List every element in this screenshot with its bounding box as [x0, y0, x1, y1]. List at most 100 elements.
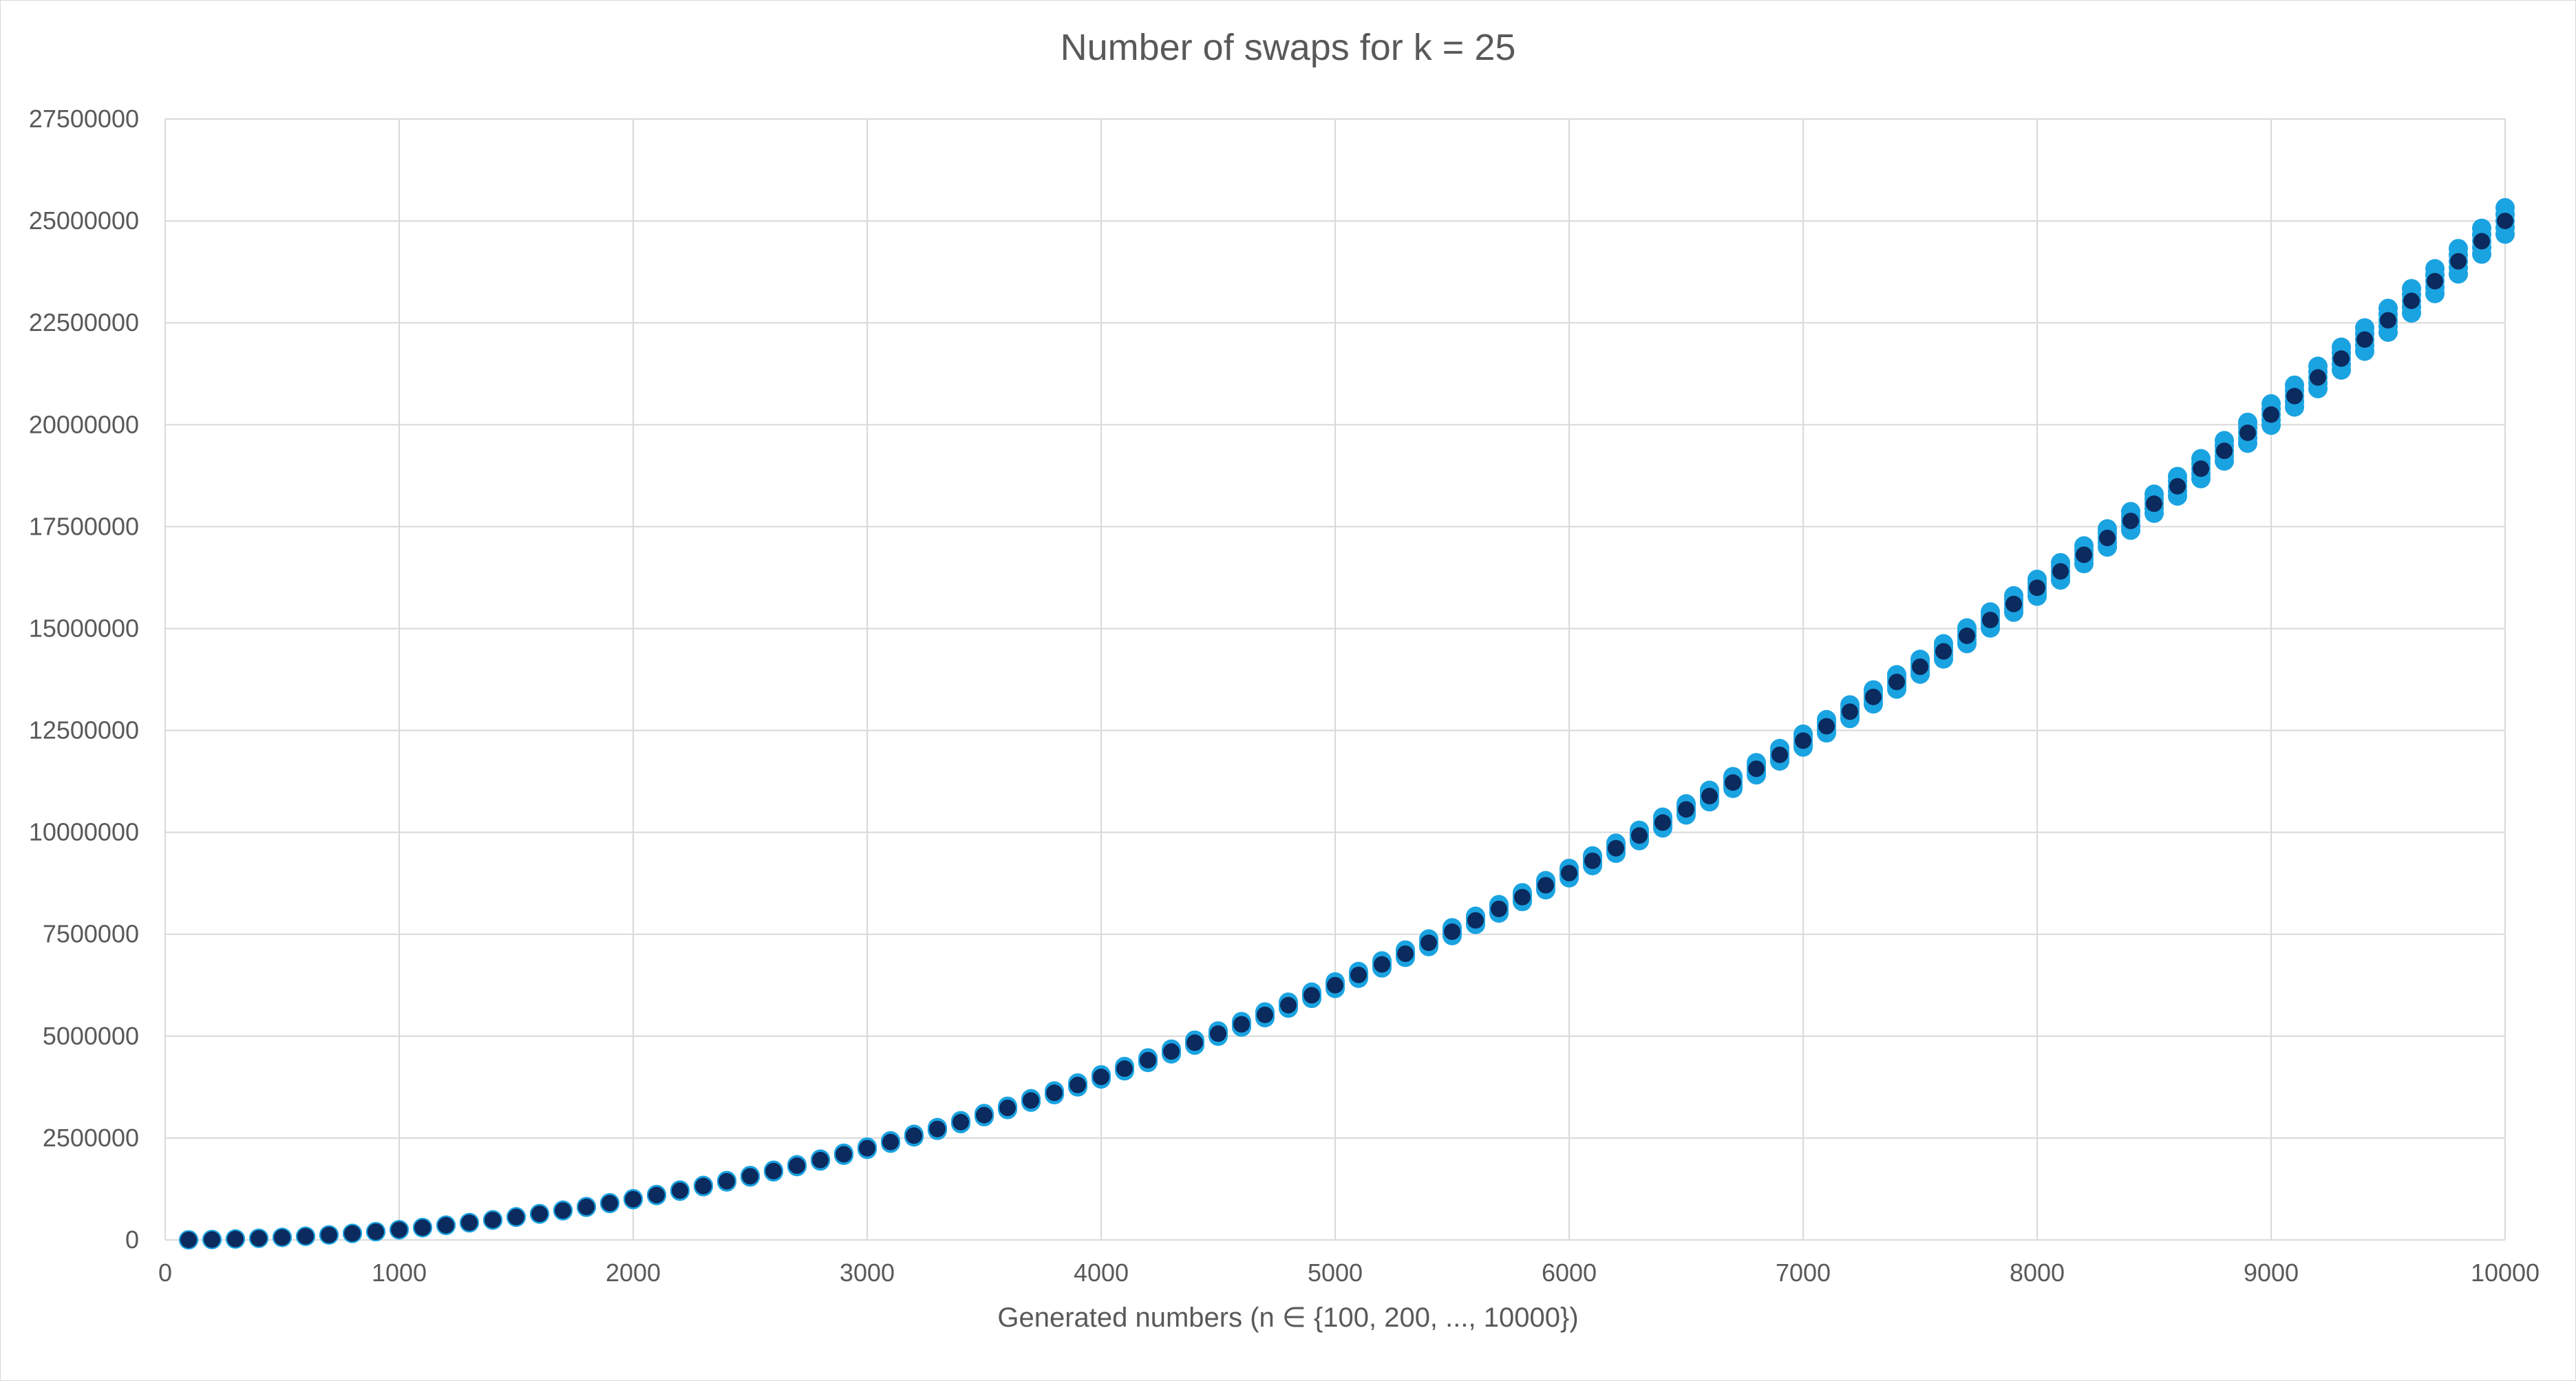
- average-point: [1280, 996, 1297, 1014]
- average-point: [789, 1157, 805, 1175]
- x-tick-labels: 0 1000 2000 3000 4000 5000 6000 7000 8000 9000 100…: [158, 1259, 2540, 1287]
- average-point: [1537, 877, 1554, 894]
- average-point: [1514, 888, 1531, 906]
- average-point: [2380, 312, 2396, 329]
- average-point: [2193, 460, 2209, 478]
- average-point: [672, 1182, 688, 1199]
- average-point: [555, 1202, 571, 1219]
- average-point: [859, 1139, 875, 1157]
- average-point: [204, 1231, 220, 1248]
- average-point: [2216, 442, 2233, 460]
- average-point: [1374, 956, 1390, 973]
- average-point: [2333, 350, 2350, 367]
- average-point: [2029, 579, 2045, 597]
- run-point: [2402, 279, 2421, 299]
- average-point: [1327, 976, 1343, 994]
- average-point: [2403, 292, 2420, 310]
- series-average: [180, 213, 2513, 1248]
- average-point: [485, 1211, 501, 1228]
- average-point: [1140, 1051, 1156, 1069]
- average-point: [2052, 563, 2069, 580]
- average-point: [835, 1146, 852, 1163]
- average-point: [2239, 424, 2256, 441]
- y-tick-label: 17500000: [29, 512, 139, 540]
- average-point: [1701, 787, 1718, 804]
- average-point: [695, 1177, 712, 1195]
- average-point: [765, 1162, 782, 1179]
- y-tick-label: 2500000: [43, 1124, 139, 1152]
- x-tick-label: 9000: [2244, 1259, 2299, 1287]
- y-tick-label: 20000000: [29, 410, 139, 438]
- average-point: [2450, 253, 2467, 270]
- average-point: [1678, 801, 1694, 818]
- average-point: [414, 1219, 431, 1237]
- run-point: [2472, 218, 2491, 238]
- x-tick-label: 1000: [372, 1259, 427, 1287]
- x-tick-label: 0: [158, 1259, 172, 1287]
- average-point: [1491, 900, 1507, 917]
- average-point: [976, 1106, 992, 1124]
- average-point: [1795, 732, 1811, 749]
- average-point: [1771, 746, 1788, 763]
- average-point: [625, 1190, 641, 1208]
- average-point: [1818, 718, 1835, 735]
- average-point: [227, 1230, 244, 1248]
- average-point: [906, 1127, 922, 1144]
- average-point: [1608, 839, 1624, 857]
- average-point: [1842, 703, 1858, 720]
- x-axis-title: Generated numbers (n ∈ {100, 200, ..., 1…: [997, 1303, 1579, 1333]
- average-point: [1023, 1092, 1039, 1109]
- average-point: [2099, 529, 2116, 546]
- average-point: [1865, 688, 1882, 705]
- y-tick-label: 7500000: [43, 920, 139, 948]
- average-point: [999, 1100, 1016, 1117]
- average-point: [648, 1186, 665, 1203]
- average-point: [2169, 478, 2186, 495]
- average-point: [180, 1231, 197, 1248]
- average-point: [1093, 1069, 1109, 1086]
- average-point: [2473, 233, 2490, 250]
- average-point: [2427, 272, 2443, 290]
- average-point: [344, 1225, 361, 1242]
- average-point: [391, 1221, 407, 1239]
- average-point: [438, 1217, 454, 1234]
- y-tick-label: 22500000: [29, 308, 139, 336]
- run-point: [2449, 239, 2468, 259]
- average-point: [1210, 1025, 1226, 1042]
- average-point: [2146, 495, 2162, 513]
- average-point: [1069, 1076, 1086, 1093]
- x-tick-label: 8000: [2010, 1259, 2065, 1287]
- average-point: [1116, 1060, 1133, 1078]
- average-point: [2497, 213, 2513, 230]
- average-point: [1397, 945, 1414, 963]
- y-tick-label: 25000000: [29, 206, 139, 235]
- average-point: [578, 1199, 595, 1216]
- y-tick-label: 5000000: [43, 1022, 139, 1050]
- x-tick-label: 10000: [2471, 1259, 2540, 1287]
- series-runs: [179, 197, 2515, 1250]
- average-point: [2122, 513, 2139, 530]
- average-point: [1186, 1034, 1203, 1051]
- average-point: [602, 1195, 618, 1212]
- average-point: [1163, 1043, 1180, 1060]
- average-point: [2005, 595, 2022, 612]
- average-point: [1935, 643, 1952, 660]
- chart-title: Number of swaps for k = 25: [1060, 27, 1516, 68]
- x-tick-label: 4000: [1074, 1259, 1129, 1287]
- average-point: [1654, 814, 1671, 831]
- average-point: [1233, 1016, 1250, 1033]
- average-point: [368, 1223, 384, 1241]
- y-tick-label: 12500000: [29, 716, 139, 745]
- average-point: [952, 1113, 969, 1131]
- average-point: [812, 1151, 829, 1168]
- x-tick-label: 6000: [1542, 1259, 1597, 1287]
- x-tick-label: 7000: [1776, 1259, 1831, 1287]
- average-point: [1959, 627, 1975, 644]
- average-point: [1420, 934, 1437, 952]
- run-point: [2425, 259, 2445, 279]
- average-point: [1584, 852, 1601, 869]
- y-tick-labels: 0 2500000 5000000 7500000 10000000 12500000 15…: [29, 105, 139, 1254]
- average-point: [1912, 658, 1928, 675]
- average-point: [274, 1229, 290, 1246]
